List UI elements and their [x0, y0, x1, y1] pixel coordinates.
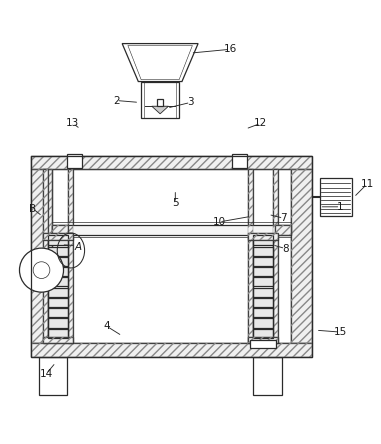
Text: 8: 8	[282, 244, 289, 254]
Bar	[52, 225, 68, 235]
Circle shape	[33, 262, 50, 278]
Bar	[253, 267, 273, 276]
Bar	[43, 337, 73, 344]
Bar	[320, 178, 352, 216]
Bar	[48, 329, 68, 338]
Bar	[48, 237, 68, 246]
Polygon shape	[152, 106, 168, 114]
Bar	[48, 267, 68, 276]
Text: 14: 14	[40, 369, 53, 379]
Bar	[31, 155, 312, 357]
Text: 5: 5	[172, 198, 179, 208]
Bar	[248, 337, 278, 344]
Bar	[31, 169, 52, 344]
Text: B: B	[29, 204, 37, 214]
Bar	[43, 337, 73, 344]
Bar	[291, 169, 312, 344]
Bar	[253, 235, 273, 338]
Bar	[52, 225, 68, 235]
Bar	[253, 237, 273, 246]
Text: 11: 11	[360, 179, 374, 189]
Text: 13: 13	[66, 118, 80, 128]
Bar	[68, 169, 73, 344]
Bar	[253, 318, 273, 328]
Bar	[273, 169, 278, 344]
Text: 15: 15	[334, 327, 347, 337]
Bar	[48, 247, 68, 256]
Bar	[144, 82, 176, 118]
Bar	[31, 344, 312, 357]
Bar	[250, 340, 276, 349]
Bar	[291, 169, 312, 344]
Text: 7: 7	[280, 213, 287, 223]
Bar	[253, 308, 273, 317]
Bar	[232, 154, 247, 168]
Bar	[43, 233, 73, 240]
Bar	[38, 357, 67, 395]
Bar	[253, 298, 273, 307]
Text: 12: 12	[254, 118, 267, 128]
Text: 1: 1	[337, 202, 344, 212]
Bar	[248, 169, 253, 344]
Bar	[31, 155, 312, 169]
Bar	[52, 169, 291, 344]
Bar	[48, 308, 68, 317]
Bar	[248, 233, 278, 240]
Bar	[68, 169, 73, 344]
Text: 16: 16	[224, 44, 237, 54]
Bar	[67, 154, 82, 168]
Bar	[31, 155, 312, 169]
Bar	[253, 257, 273, 266]
Bar	[48, 235, 68, 338]
Bar	[48, 288, 68, 297]
Bar	[52, 225, 291, 235]
Text: 2: 2	[113, 95, 120, 106]
Bar	[43, 233, 73, 240]
Bar	[31, 344, 312, 357]
Text: 10: 10	[213, 217, 226, 227]
Text: 3: 3	[187, 97, 194, 107]
Bar	[248, 337, 278, 344]
Bar	[253, 357, 282, 395]
Bar	[248, 233, 278, 240]
Bar	[248, 169, 253, 344]
Bar	[253, 278, 273, 286]
Bar	[48, 278, 68, 286]
Bar	[273, 169, 278, 344]
Text: 4: 4	[104, 321, 110, 331]
Bar	[31, 169, 52, 344]
Circle shape	[19, 248, 64, 292]
Text: A: A	[75, 242, 82, 252]
Polygon shape	[122, 44, 198, 82]
Bar	[275, 225, 291, 235]
Bar	[253, 247, 273, 256]
Bar	[48, 318, 68, 328]
Bar	[43, 169, 48, 344]
Bar	[157, 99, 163, 106]
Bar	[253, 288, 273, 297]
Bar	[48, 298, 68, 307]
Bar	[141, 82, 179, 118]
Bar	[48, 257, 68, 266]
Bar	[253, 329, 273, 338]
Bar	[275, 225, 291, 235]
Bar	[43, 169, 48, 344]
